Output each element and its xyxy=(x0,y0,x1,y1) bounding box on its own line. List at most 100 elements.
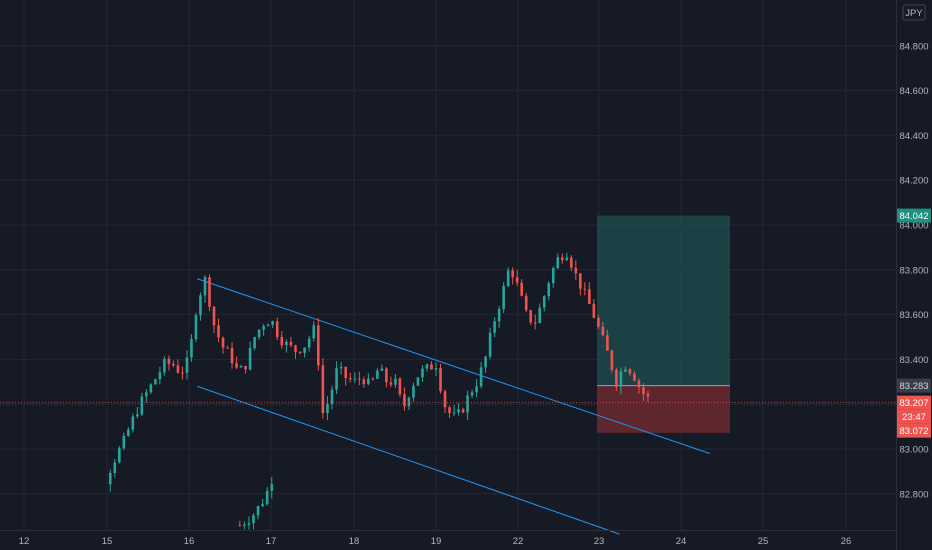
candle-down xyxy=(238,525,242,527)
candle-up xyxy=(330,389,334,404)
candle-down xyxy=(298,351,302,353)
candle-up xyxy=(506,270,510,287)
candle-down xyxy=(583,288,587,290)
currency-label: JPY xyxy=(905,8,923,19)
candle-down xyxy=(385,368,388,383)
candle-down xyxy=(646,393,650,397)
candle-up xyxy=(118,448,121,463)
candle-down xyxy=(579,273,582,289)
take-profit-zone[interactable] xyxy=(597,215,730,386)
candle-down xyxy=(212,306,216,326)
candle-down xyxy=(601,326,605,336)
candle-down xyxy=(461,409,465,413)
candle-down xyxy=(430,364,433,370)
candle-up xyxy=(190,339,193,358)
candle-down xyxy=(515,277,519,283)
candles xyxy=(108,252,650,530)
candle-down xyxy=(560,257,564,261)
y-tick-label: 84.000 xyxy=(899,221,928,232)
candle-down xyxy=(176,365,180,373)
y-tick-label: 83.400 xyxy=(899,355,928,366)
last-price-tag: 83.207 xyxy=(899,398,928,409)
candle-down xyxy=(294,345,297,352)
currency-badge[interactable] xyxy=(902,4,926,21)
candle-up xyxy=(452,412,456,414)
candle-up xyxy=(257,329,261,338)
candle-down xyxy=(606,335,609,351)
channel-lines[interactable] xyxy=(197,278,710,535)
candle-up xyxy=(113,462,117,473)
entry-price-tag-bg xyxy=(897,378,931,393)
candle-down xyxy=(610,350,614,370)
candle-down xyxy=(642,387,645,394)
y-tick-label: 82.800 xyxy=(899,489,928,500)
last-price-tag-bg xyxy=(897,395,931,410)
position-zones[interactable] xyxy=(597,215,730,433)
candle-down xyxy=(597,317,600,327)
candle-down xyxy=(358,378,361,380)
countdown-bg xyxy=(897,409,931,424)
candle-down xyxy=(588,289,591,304)
candle-up xyxy=(434,368,438,370)
candle-up xyxy=(194,315,198,340)
grid-lines xyxy=(0,0,896,530)
candle-up xyxy=(339,366,343,369)
candle-down xyxy=(524,295,528,311)
y-tick-label: 83.000 xyxy=(899,445,928,456)
candle-up xyxy=(497,308,501,322)
candle-up xyxy=(253,337,256,349)
candle-up xyxy=(312,325,316,339)
y-tick-label: 84.800 xyxy=(899,41,928,52)
candle-down xyxy=(633,373,636,381)
candle-up xyxy=(108,472,112,485)
x-tick-label: 17 xyxy=(266,536,277,547)
candle-up xyxy=(470,392,474,396)
candle-up xyxy=(247,523,251,525)
candle-down xyxy=(348,377,352,380)
candle-down xyxy=(275,321,279,337)
candle-up xyxy=(256,506,260,516)
candle-down xyxy=(208,277,211,307)
candle-down xyxy=(221,337,225,348)
y-tick-label: 83.800 xyxy=(899,265,928,276)
candle-down xyxy=(235,363,238,368)
candle-down xyxy=(344,366,347,378)
candle-down xyxy=(529,310,533,323)
candle-down xyxy=(389,382,393,385)
candle-down xyxy=(592,303,596,318)
candle-up xyxy=(416,377,420,386)
candle-up xyxy=(488,332,492,357)
entry-price-tag: 83.283 xyxy=(899,381,928,392)
candle-up xyxy=(203,277,207,296)
candle-down xyxy=(280,336,284,346)
take-profit-price-tag-bg xyxy=(897,208,931,223)
x-tick-label: 26 xyxy=(841,536,852,547)
x-tick-label: 24 xyxy=(676,536,687,547)
candle-up xyxy=(270,484,274,491)
candle-down xyxy=(628,369,632,374)
stop-loss-zone[interactable] xyxy=(597,385,730,433)
candle-up xyxy=(303,347,306,353)
candle-up xyxy=(547,283,551,297)
candle-up xyxy=(266,324,270,327)
candle-up xyxy=(367,378,370,385)
candle-up xyxy=(556,257,560,269)
candle-up xyxy=(425,364,429,369)
candle-down xyxy=(574,267,578,274)
channel-lower-line[interactable] xyxy=(197,385,620,535)
candle-up xyxy=(122,435,126,449)
candle-down xyxy=(637,380,641,388)
candle-down xyxy=(317,325,320,366)
x-tick-label: 25 xyxy=(758,536,769,547)
candle-down xyxy=(172,363,175,366)
countdown-timer: 23:47 xyxy=(902,412,926,423)
channel-upper-line[interactable] xyxy=(197,278,710,454)
candle-up xyxy=(199,295,202,316)
candle-up xyxy=(262,326,265,330)
candle-up xyxy=(565,257,569,261)
candle-up xyxy=(542,296,546,308)
candle-up xyxy=(140,396,144,415)
stop-loss-price-tag-bg xyxy=(897,423,931,438)
